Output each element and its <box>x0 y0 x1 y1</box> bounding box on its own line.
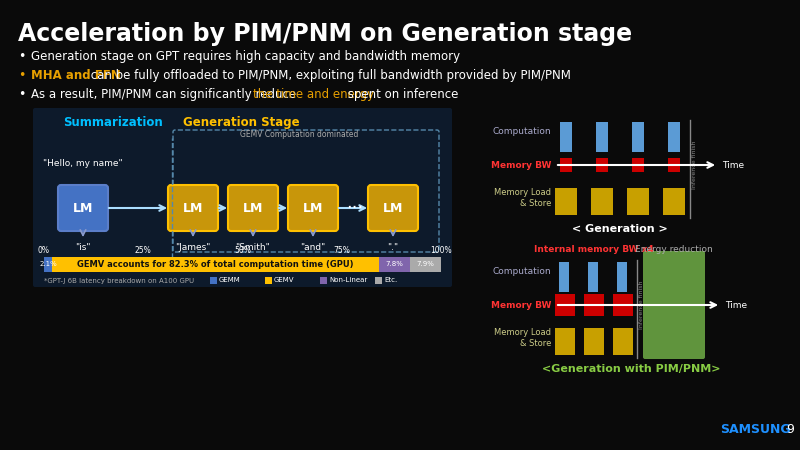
Text: 100%: 100% <box>430 246 452 255</box>
Text: 25%: 25% <box>135 246 152 255</box>
Bar <box>560 122 572 152</box>
Text: Computation: Computation <box>492 267 551 276</box>
Text: *GPT-J 6B latency breakdown on A100 GPU: *GPT-J 6B latency breakdown on A100 GPU <box>44 278 194 284</box>
Bar <box>560 158 572 172</box>
Bar <box>584 328 604 355</box>
Text: "James": "James" <box>175 243 210 252</box>
Bar <box>44 257 441 272</box>
Bar <box>265 277 272 284</box>
Text: GEMV: GEMV <box>274 278 294 284</box>
Text: Memory Load
& Store: Memory Load & Store <box>494 328 551 348</box>
Bar <box>559 262 569 292</box>
FancyBboxPatch shape <box>288 185 338 231</box>
Text: "and": "and" <box>300 243 326 252</box>
Bar <box>584 294 604 316</box>
Text: Inference finish: Inference finish <box>639 281 644 329</box>
Text: "is": "is" <box>75 243 90 252</box>
FancyBboxPatch shape <box>228 185 278 231</box>
Text: Generation Stage: Generation Stage <box>183 116 300 129</box>
Text: Etc.: Etc. <box>384 278 398 284</box>
Text: LM: LM <box>73 202 93 215</box>
Bar <box>375 277 382 284</box>
Bar <box>320 277 327 284</box>
Text: Energy reduction: Energy reduction <box>635 245 713 254</box>
Text: LM: LM <box>303 202 323 215</box>
Text: Time: Time <box>722 161 744 170</box>
FancyBboxPatch shape <box>643 251 705 359</box>
Bar <box>632 122 644 152</box>
Bar <box>613 294 633 316</box>
Text: Memory Load
& Store: Memory Load & Store <box>494 188 551 208</box>
Text: •: • <box>18 50 26 63</box>
Text: "Hello, my name": "Hello, my name" <box>43 159 123 168</box>
Text: •: • <box>18 69 26 82</box>
Bar <box>591 188 613 215</box>
Bar <box>668 122 680 152</box>
Text: ···: ··· <box>346 199 364 217</box>
Text: "Smith": "Smith" <box>236 243 270 252</box>
Bar <box>52 257 379 272</box>
Text: Memory BW: Memory BW <box>490 301 551 310</box>
FancyBboxPatch shape <box>58 185 108 231</box>
Text: Time: Time <box>725 301 747 310</box>
Bar <box>596 122 608 152</box>
Text: spent on inference: spent on inference <box>344 88 458 101</box>
Bar <box>613 328 633 355</box>
Bar <box>663 188 685 215</box>
Text: Generation stage on GPT requires high capacity and bandwidth memory: Generation stage on GPT requires high ca… <box>31 50 460 63</box>
Text: the time and energy: the time and energy <box>253 88 374 101</box>
Bar <box>44 257 52 272</box>
Bar <box>210 277 217 284</box>
Text: Acceleration by PIM/PNM on Generation stage: Acceleration by PIM/PNM on Generation st… <box>18 22 632 46</box>
Text: < Generation >: < Generation > <box>572 224 668 234</box>
Bar <box>555 328 575 355</box>
Text: As a result, PIM/PNM can significantly reduce: As a result, PIM/PNM can significantly r… <box>31 88 300 101</box>
Text: LM: LM <box>243 202 263 215</box>
Bar <box>632 158 644 172</box>
Text: Inference finish: Inference finish <box>692 141 697 189</box>
Text: can be fully offloaded to PIM/PNM, exploiting full bandwidth provided by PIM/PNM: can be fully offloaded to PIM/PNM, explo… <box>86 69 570 82</box>
Bar <box>617 262 627 292</box>
Text: SAMSUNG: SAMSUNG <box>720 423 790 436</box>
Text: 9: 9 <box>786 423 794 436</box>
Bar <box>596 158 608 172</box>
Text: Memory BW: Memory BW <box>490 161 551 170</box>
Text: 7.8%: 7.8% <box>386 261 403 267</box>
FancyBboxPatch shape <box>368 185 418 231</box>
Text: LM: LM <box>183 202 203 215</box>
Text: 0%: 0% <box>38 246 50 255</box>
Bar <box>555 188 577 215</box>
Text: Internal memory BW x4: Internal memory BW x4 <box>534 245 654 254</box>
Text: 2.1%: 2.1% <box>39 261 57 267</box>
Text: ".": "." <box>387 243 398 252</box>
Text: MHA and FFN: MHA and FFN <box>31 69 121 82</box>
Bar <box>410 257 442 272</box>
Bar <box>627 188 649 215</box>
Text: 50%: 50% <box>234 246 251 255</box>
Text: Computation: Computation <box>492 127 551 136</box>
Text: 7.9%: 7.9% <box>417 261 434 267</box>
Text: 75%: 75% <box>334 246 350 255</box>
Text: Non-Linear: Non-Linear <box>329 278 367 284</box>
Text: GEMV accounts for 82.3% of total computation time (GPU): GEMV accounts for 82.3% of total computa… <box>78 260 354 269</box>
Bar <box>588 262 598 292</box>
FancyBboxPatch shape <box>168 185 218 231</box>
Text: GEMV Computation dominated: GEMV Computation dominated <box>240 130 358 139</box>
Bar <box>668 158 680 172</box>
FancyBboxPatch shape <box>33 108 452 287</box>
Bar <box>379 257 410 272</box>
Text: GEMM: GEMM <box>219 278 241 284</box>
Bar <box>555 294 575 316</box>
Text: •: • <box>18 88 26 101</box>
Text: Summarization: Summarization <box>63 116 162 129</box>
Text: LM: LM <box>383 202 403 215</box>
Text: <Generation with PIM/PNM>: <Generation with PIM/PNM> <box>542 364 720 374</box>
